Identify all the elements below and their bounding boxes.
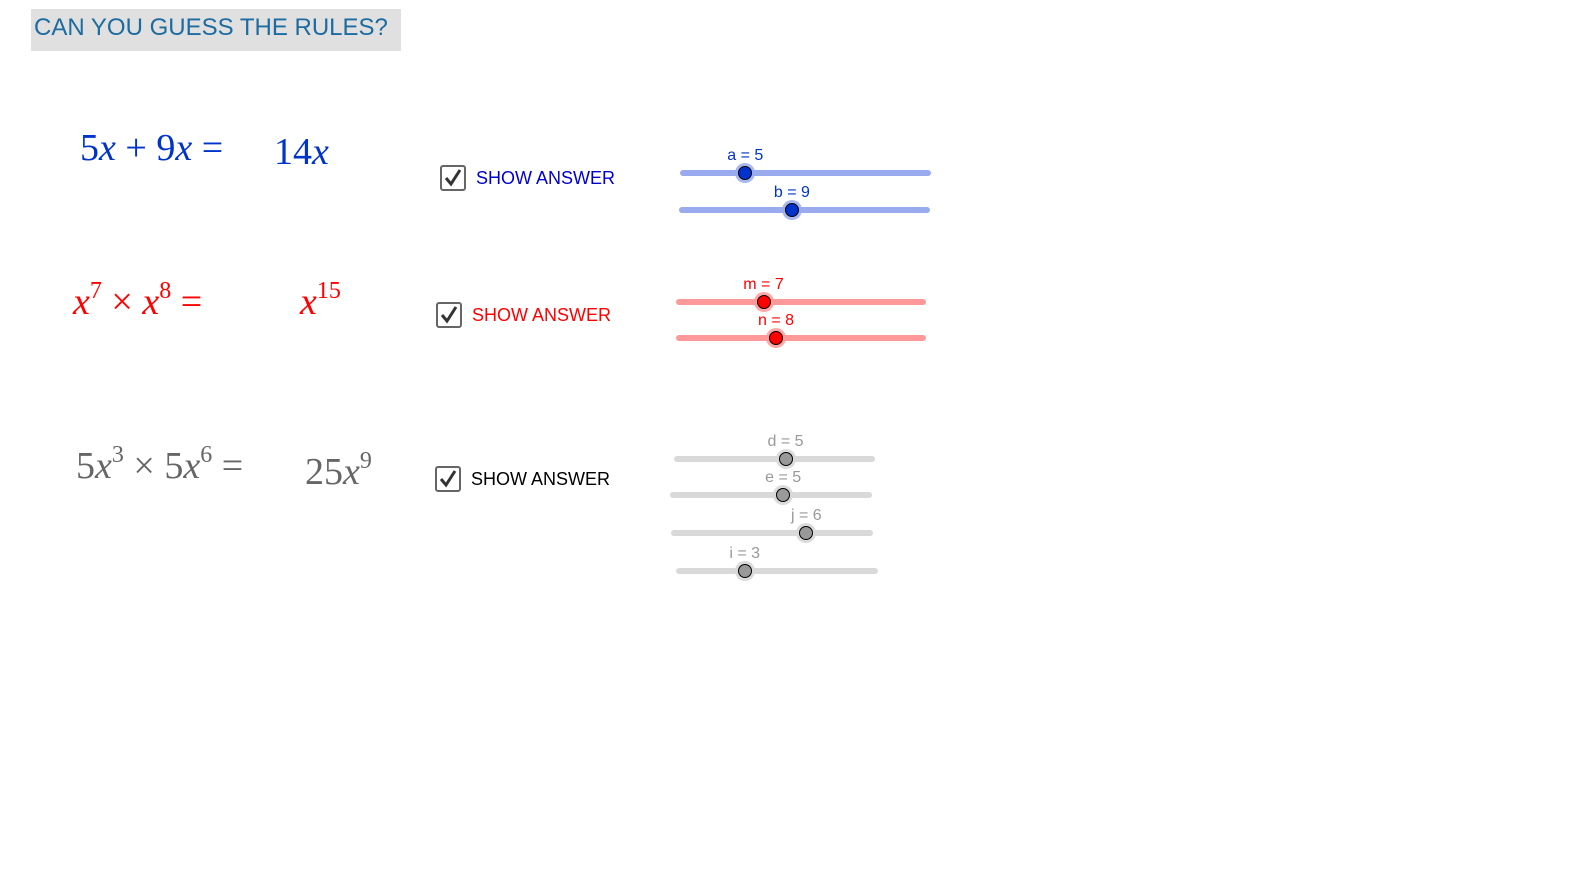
var: x — [95, 445, 112, 487]
coef: 5 — [164, 445, 184, 487]
exponent: 3 — [111, 442, 124, 468]
show-answer-checkbox-1[interactable]: SHOW ANSWER — [440, 165, 615, 191]
equals: = — [201, 127, 224, 169]
slider-label: j = 6 — [790, 507, 822, 524]
operator: + — [125, 127, 147, 169]
checkbox-box[interactable] — [440, 165, 466, 191]
slider-knob[interactable] — [796, 523, 817, 543]
equation-2-answer: x15 — [300, 278, 341, 324]
slider-label: m = 7 — [743, 276, 784, 293]
checkbox-label: SHOW ANSWER — [476, 167, 616, 188]
exponent: 6 — [200, 442, 213, 468]
coef: 5 — [76, 445, 95, 487]
equation-1-lhs: 5x + 9x = — [80, 126, 223, 170]
slider-knob[interactable] — [766, 328, 786, 348]
coef: 25 — [305, 451, 343, 493]
slider-label: b = 9 — [773, 184, 810, 201]
slider-knob[interactable] — [734, 561, 755, 581]
slider-b[interactable]: b = 9 — [679, 184, 930, 220]
var: x — [312, 131, 329, 173]
applet-title: CAN YOU GUESS THE RULES? — [31, 9, 401, 51]
equation-3-lhs: 5x3 × 5x6 = — [76, 442, 244, 488]
coef: 9 — [156, 127, 176, 169]
coef: 14 — [274, 131, 312, 173]
checkbox-label: SHOW ANSWER — [472, 304, 612, 325]
slider-n[interactable]: n = 8 — [676, 312, 926, 348]
slider-a[interactable]: a = 5 — [680, 147, 931, 183]
operator: × — [133, 445, 155, 487]
exponent: 9 — [359, 448, 372, 474]
var: x — [300, 281, 317, 323]
slider-d[interactable]: d = 5 — [674, 433, 875, 469]
slider-knob[interactable] — [753, 292, 774, 312]
equation-1-answer: 14x — [274, 130, 329, 174]
slider-i[interactable]: i = 3 — [676, 545, 878, 581]
exponent: 15 — [316, 278, 341, 304]
exponent: 8 — [159, 278, 172, 304]
var: x — [73, 281, 90, 323]
slider-label: a = 5 — [727, 147, 764, 164]
slider-knob[interactable] — [775, 449, 796, 469]
slider-m[interactable]: m = 7 — [676, 276, 926, 312]
slider-label: n = 8 — [757, 312, 795, 329]
checkbox-box[interactable] — [436, 302, 462, 328]
slider-label: e = 5 — [765, 469, 802, 486]
checkbox-label: SHOW ANSWER — [471, 468, 611, 489]
exponent: 7 — [89, 278, 102, 304]
slider-label: i = 3 — [729, 545, 761, 562]
slider-knob[interactable] — [773, 485, 794, 505]
slider-label: d = 5 — [767, 433, 804, 450]
var: x — [175, 127, 193, 169]
var: x — [343, 451, 360, 493]
checkbox-box[interactable] — [435, 466, 461, 492]
show-answer-checkbox-2[interactable]: SHOW ANSWER — [436, 302, 611, 328]
var: x — [99, 127, 116, 169]
check-icon — [439, 470, 457, 488]
equals: = — [180, 281, 203, 323]
coef: 5 — [80, 127, 99, 169]
var: x — [142, 281, 160, 323]
var: x — [183, 445, 201, 487]
slider-e[interactable]: e = 5 — [670, 469, 872, 505]
check-icon — [440, 306, 458, 324]
check-icon — [444, 169, 462, 187]
equation-3-answer: 25x9 — [305, 448, 372, 494]
slider-j[interactable]: j = 6 — [671, 507, 873, 543]
slider-knob[interactable] — [781, 200, 802, 220]
equation-2-lhs: x7 × x8 = — [73, 278, 203, 324]
operator: × — [111, 281, 133, 323]
slider-knob[interactable] — [735, 163, 756, 183]
show-answer-checkbox-3[interactable]: SHOW ANSWER — [435, 466, 610, 492]
equals: = — [221, 445, 244, 487]
